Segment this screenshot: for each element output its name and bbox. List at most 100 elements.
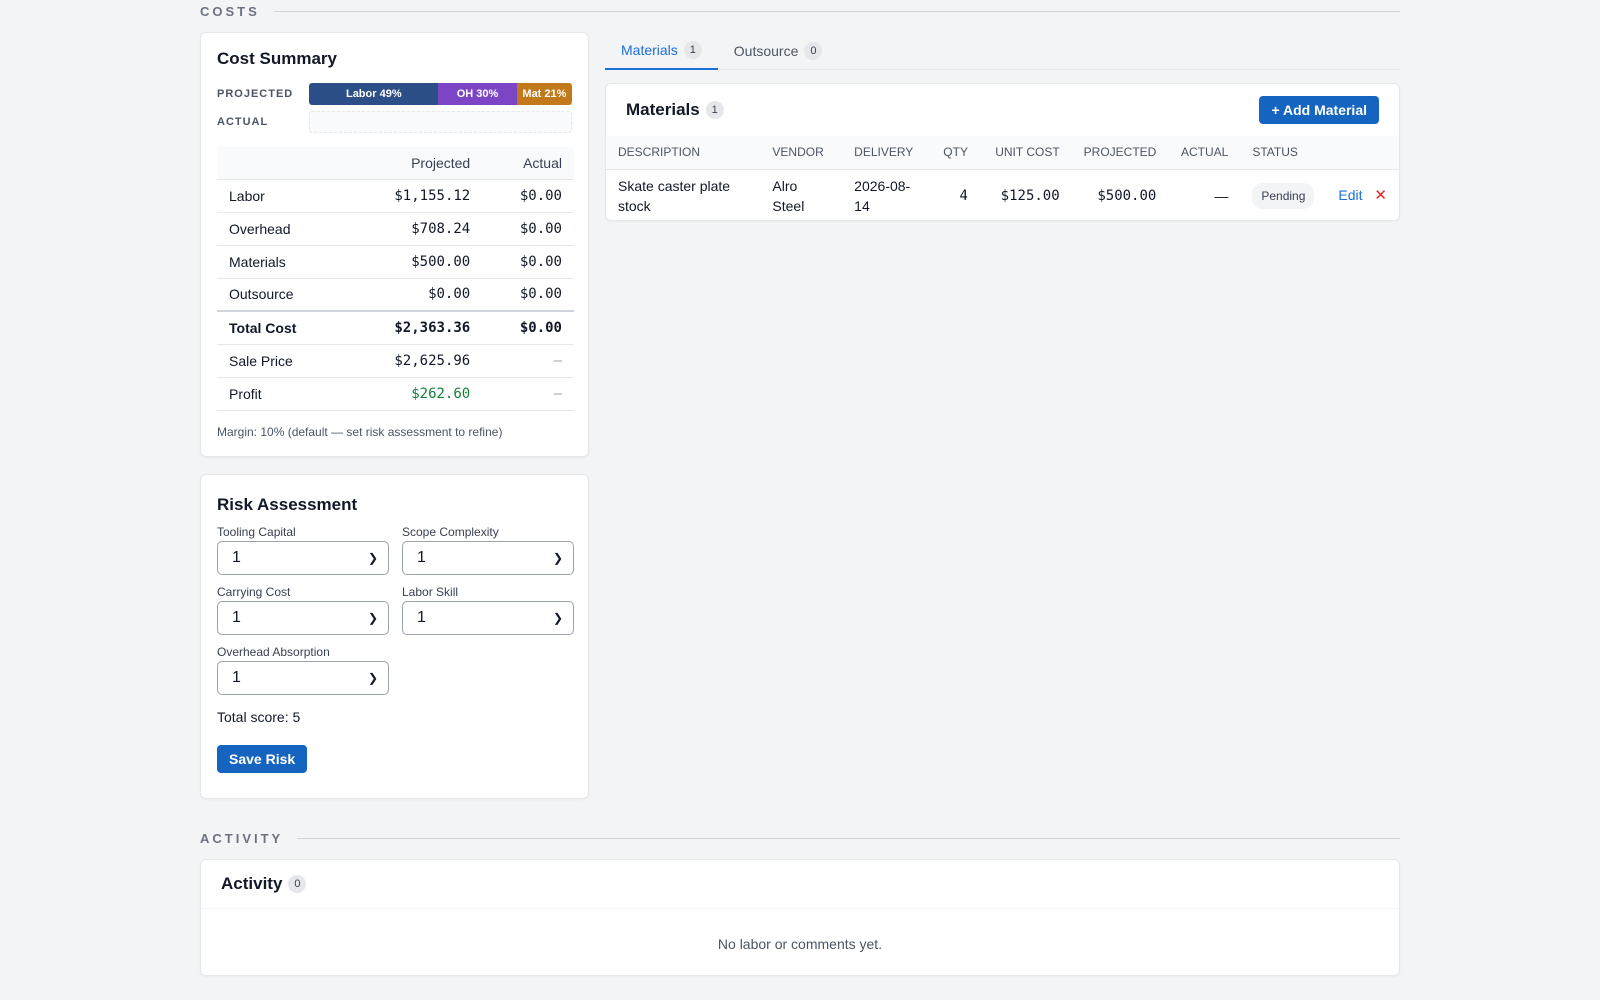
cost-row-projected: $500.00 [343,245,483,279]
section-label-costs: COSTS [200,4,1400,19]
chevron-down-icon: ❯ [552,611,563,625]
projected-bar-label: PROJECTED [217,88,294,100]
add-material-button[interactable]: + Add Material [1259,96,1379,124]
margin-note: Margin: 10% (default — set risk assessme… [217,424,503,439]
cost-row-label: Overhead [217,212,344,246]
chevron-down-icon: ❯ [367,611,378,625]
projected-cost-bar: Labor 49% OH 30% Mat 21% [309,83,572,105]
carrying-cost-select[interactable]: 1 ❯ [217,601,389,635]
scope-complexity-field: Scope Complexity 1 ❯ [402,525,574,575]
chevron-down-icon: ❯ [552,551,563,565]
profit-actual: — [482,377,574,411]
activity-title: Activity [221,874,283,893]
overhead-absorption-field: Overhead Absorption 1 ❯ [217,645,389,695]
actual-bar-label: ACTUAL [217,116,269,128]
risk-assessment-card: Risk Assessment Tooling Capital 1 ❯ Scop… [200,474,589,799]
cost-summary-title: Cost Summary [217,49,337,68]
col-delivery: DELIVERY [842,136,929,170]
risk-fields: Tooling Capital 1 ❯ Scope Complexity 1 ❯… [217,525,574,695]
projected-bar-segment: Mat 21% [516,83,572,105]
cost-row-labor: Labor $1,155.12 $0.00 [217,179,574,213]
chevron-down-icon: ❯ [367,551,378,565]
cost-header-blank [217,147,344,180]
actual-cost-bar [309,111,572,133]
cost-row-actual: $0.00 [482,179,574,213]
materials-title: Materials [626,100,700,119]
tab-outsource[interactable]: Outsource 0 [718,32,839,70]
overhead-absorption-select[interactable]: 1 ❯ [217,661,389,695]
count-badge: 0 [288,875,307,893]
status-badge: Pending [1252,182,1315,209]
materials-table: DESCRIPTION VENDOR DELIVERY QTY UNIT COS… [606,136,1399,222]
material-vendor: Alro Steel [772,177,805,214]
tab-label: Materials [621,42,678,58]
materials-header: Materials 1 + Add Material [606,84,1399,136]
materials-table-header: DESCRIPTION VENDOR DELIVERY QTY UNIT COS… [606,136,1399,170]
section-label-costs-text: COSTS [200,4,260,19]
material-projected: $500.00 [1097,187,1157,204]
materials-title-wrap: Materials 1 [626,100,724,120]
profit-projected: $262.60 [343,377,483,411]
chevron-down-icon: ❯ [367,671,378,685]
cost-header-projected: Projected [343,147,483,180]
cost-row-total: Total Cost $2,363.36 $0.00 [217,310,574,345]
labor-skill-select[interactable]: 1 ❯ [402,601,574,635]
col-unit-cost: UNIT COST [979,136,1072,170]
cost-row-actual: $0.00 [482,212,574,246]
scope-complexity-select[interactable]: 1 ❯ [402,541,574,575]
tab-label: Outsource [733,43,799,59]
tab-materials[interactable]: Materials 1 [605,32,718,70]
cost-row-projected: $0.00 [343,278,483,312]
materials-card: Materials 1 + Add Material DESCRIPTION V… [605,83,1400,221]
labor-skill-label: Labor Skill [402,585,459,599]
sale-price-projected: $2,625.96 [343,344,483,378]
cost-row-materials: Materials $500.00 $0.00 [217,245,574,279]
activity-empty-state: No labor or comments yet. [717,936,883,952]
cost-tabs: Materials 1 Outsource 0 [605,32,1400,70]
activity-title-wrap: Activity 0 [221,874,307,894]
scope-complexity-label: Scope Complexity [402,525,499,539]
sale-price-label: Sale Price [217,344,344,378]
cost-row-actual: $0.00 [482,278,574,312]
cost-row-label: Outsource [217,278,344,312]
section-label-activity: ACTIVITY [200,831,1400,846]
material-status-cell: Pending [1240,169,1326,222]
labor-skill-field: Labor Skill 1 ❯ [402,585,574,635]
activity-header: Activity 0 [201,860,1399,909]
total-score: Total score: 5 [217,709,301,725]
material-qty: 4 [959,187,968,204]
edit-material-link[interactable]: Edit [1338,187,1363,203]
col-vendor: VENDOR [760,136,843,170]
cost-row-projected: $1,155.12 [343,179,483,213]
tooling-capital-value: 1 [232,549,241,566]
count-badge: 1 [683,41,702,59]
material-actions: Edit ✕ [1326,169,1399,222]
overhead-absorption-label: Overhead Absorption [217,645,330,659]
cost-row-overhead: Overhead $708.24 $0.00 [217,212,574,246]
close-icon[interactable]: ✕ [1374,187,1387,204]
labor-skill-value: 1 [417,609,426,626]
save-risk-button[interactable]: Save Risk [217,745,308,773]
cost-total-label: Total Cost [217,310,344,345]
col-description: DESCRIPTION [606,136,761,170]
tooling-capital-select[interactable]: 1 ❯ [217,541,389,575]
carrying-cost-label: Carrying Cost [217,585,291,599]
material-actual: — [1214,187,1229,204]
col-projected: PROJECTED [1071,136,1169,170]
profit-label: Profit [217,377,344,411]
actual-bar-row: ACTUAL [217,111,572,133]
tooling-capital-field: Tooling Capital 1 ❯ [217,525,389,575]
overhead-absorption-value: 1 [232,669,241,686]
count-badge: 1 [705,101,724,119]
cost-row-projected: $708.24 [343,212,483,246]
carrying-cost-value: 1 [232,609,241,626]
table-row: Skate caster plate stock Alro Steel 2026… [606,169,1399,222]
tooling-capital-label: Tooling Capital [217,525,296,539]
risk-assessment-title: Risk Assessment [217,495,358,514]
projected-bar-segment: OH 30% [438,83,517,105]
cost-row-actual: $0.00 [482,245,574,279]
cost-row-label: Labor [217,179,344,213]
cost-row-label: Materials [217,245,344,279]
col-actual: ACTUAL [1168,136,1241,170]
cost-table-header: Projected Actual [217,147,574,180]
